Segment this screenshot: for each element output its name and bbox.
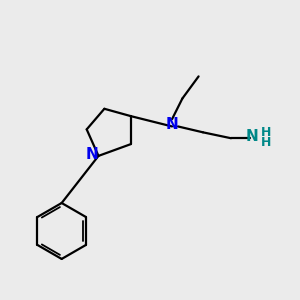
Text: H: H xyxy=(261,136,272,149)
Text: N: N xyxy=(246,129,259,144)
Text: N: N xyxy=(85,147,98,162)
Text: N: N xyxy=(166,117,178,132)
Text: H: H xyxy=(261,126,272,139)
